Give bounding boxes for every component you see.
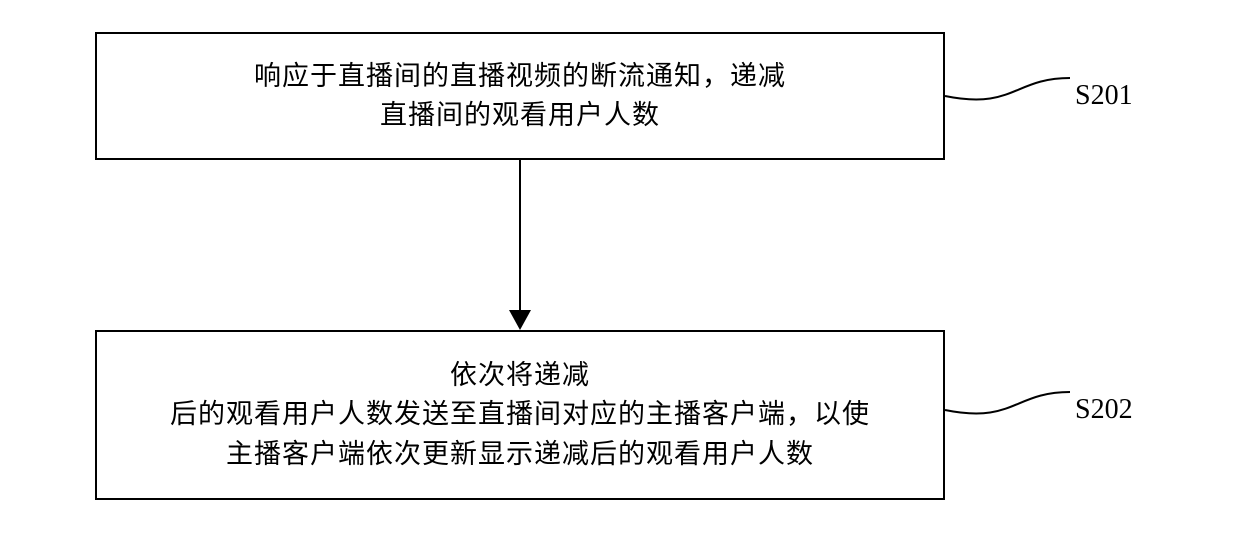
arrow-step1-to-step2-head: [509, 310, 531, 330]
step-label-s201: S201: [1075, 80, 1133, 112]
arrow-step1-to-step2-line: [519, 160, 521, 310]
flow-step-1-text: 响应于直播间的直播视频的断流通知，递减 直播间的观看用户人数: [254, 57, 786, 135]
diagram-canvas: 响应于直播间的直播视频的断流通知，递减 直播间的观看用户人数 依次将递减 后的观…: [0, 0, 1240, 551]
flow-step-2: 依次将递减 后的观看用户人数发送至直播间对应的主播客户端，以使 主播客户端依次更…: [95, 330, 945, 500]
flow-step-1: 响应于直播间的直播视频的断流通知，递减 直播间的观看用户人数: [95, 32, 945, 160]
step-label-s202: S202: [1075, 394, 1133, 426]
flow-step-2-text: 依次将递减 后的观看用户人数发送至直播间对应的主播客户端，以使 主播客户端依次更…: [170, 356, 870, 473]
label-connector-s202: [945, 384, 1070, 430]
label-connector-s201: [945, 70, 1070, 116]
